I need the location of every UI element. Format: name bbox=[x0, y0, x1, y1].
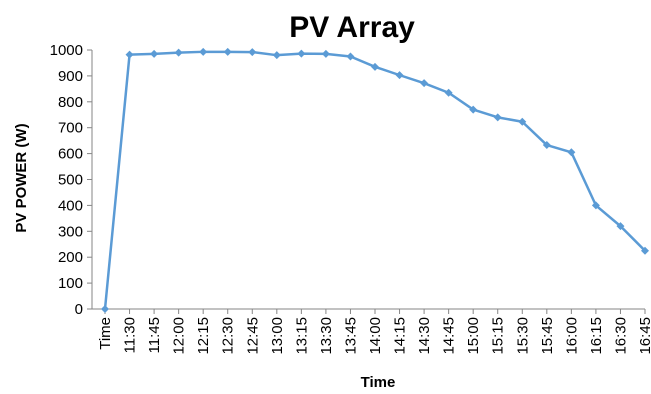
y-tick-label: 400 bbox=[58, 197, 83, 214]
data-point-marker bbox=[321, 49, 330, 58]
series-line bbox=[103, 50, 646, 310]
x-axis-title: Time bbox=[361, 374, 396, 391]
y-tick-label: 200 bbox=[58, 249, 83, 266]
x-tick-label: 16:45 bbox=[637, 317, 651, 355]
data-point-marker bbox=[150, 49, 159, 58]
x-tick-label: 12:30 bbox=[220, 317, 237, 355]
x-tick-label: 16:00 bbox=[563, 317, 580, 355]
data-point-marker bbox=[297, 49, 306, 58]
x-tick-label: 13:30 bbox=[318, 317, 335, 355]
data-point-marker bbox=[444, 88, 453, 97]
data-point-marker bbox=[493, 113, 502, 122]
data-point-marker bbox=[199, 47, 208, 56]
x-tick-label: 15:30 bbox=[514, 317, 531, 355]
y-tick-label: 500 bbox=[58, 172, 83, 189]
x-tick-label: 15:45 bbox=[539, 317, 556, 355]
x-tick-label: 14:00 bbox=[367, 317, 384, 355]
data-point-marker bbox=[591, 201, 600, 210]
x-tick-label: 14:15 bbox=[392, 317, 409, 355]
x-tick-label: 12:15 bbox=[195, 317, 212, 355]
data-point-marker bbox=[223, 47, 232, 56]
y-tick-label: 0 bbox=[75, 301, 83, 318]
data-point-marker bbox=[174, 48, 183, 57]
y-axis: 0 100 200 300 400 500 600 700 800 900 1000 bbox=[50, 42, 93, 318]
x-tick-label: 14:30 bbox=[416, 317, 433, 355]
x-tick-label: 15:00 bbox=[465, 317, 482, 355]
chart-title: PV Array bbox=[289, 11, 415, 44]
y-tick-label: 900 bbox=[58, 68, 83, 85]
y-tick-label: 100 bbox=[58, 275, 83, 292]
data-point-marker bbox=[346, 52, 355, 61]
y-tick-label: 1000 bbox=[50, 42, 83, 59]
data-point-marker bbox=[567, 148, 576, 157]
x-tick-label: 16:30 bbox=[612, 317, 629, 355]
y-tick-label: 600 bbox=[58, 146, 83, 163]
data-point-marker bbox=[125, 50, 134, 59]
x-tick-label: 11:45 bbox=[146, 317, 163, 353]
x-tick-label: Time bbox=[97, 317, 114, 350]
data-point-marker bbox=[248, 48, 257, 57]
data-point-marker bbox=[542, 141, 551, 150]
x-tick-label: 12:00 bbox=[171, 317, 188, 355]
data-point-marker bbox=[420, 79, 429, 88]
data-point-marker bbox=[371, 62, 379, 71]
series-pv-power bbox=[101, 47, 649, 313]
x-tick-label: 12:45 bbox=[244, 317, 261, 355]
x-axis: Time 11:30 11:45 12:00 12:15 12:30 12:45 13:00 1… bbox=[92, 308, 651, 355]
data-point-marker bbox=[641, 246, 649, 255]
y-axis-title: PV POWER (W) bbox=[13, 123, 30, 232]
x-tick-label: 13:45 bbox=[342, 317, 359, 355]
data-point-marker bbox=[101, 305, 109, 313]
x-tick-label: 16:15 bbox=[588, 317, 605, 355]
data-point-marker bbox=[616, 222, 625, 231]
x-tick-label: 13:00 bbox=[269, 317, 286, 355]
x-tick-label: 15:15 bbox=[490, 317, 507, 355]
data-point-marker bbox=[469, 105, 478, 114]
data-point-marker bbox=[272, 51, 281, 60]
x-tick-label: 14:45 bbox=[441, 317, 458, 355]
data-point-marker bbox=[518, 117, 527, 126]
x-tick-label: 11:30 bbox=[122, 317, 139, 353]
x-tick-label: 13:15 bbox=[293, 317, 310, 355]
data-point-marker bbox=[395, 71, 404, 80]
y-tick-label: 300 bbox=[58, 223, 83, 240]
y-tick-label: 700 bbox=[58, 120, 83, 137]
y-tick-label: 800 bbox=[58, 94, 83, 111]
